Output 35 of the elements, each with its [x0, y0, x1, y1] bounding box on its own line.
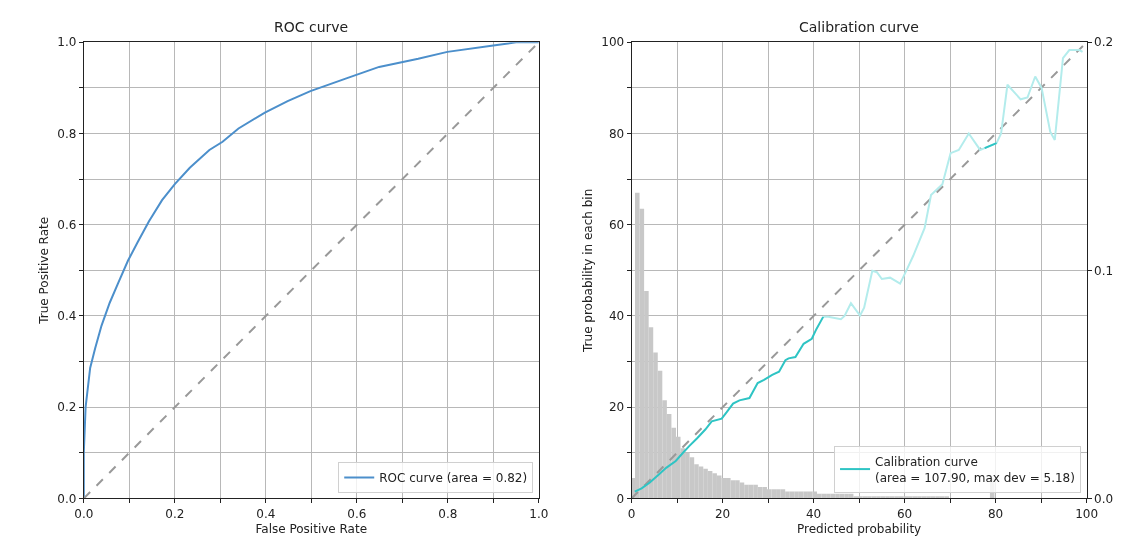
x-tick-label: 0.2 — [165, 506, 185, 521]
y-axis-title: True probability in each bin — [580, 188, 595, 353]
chart-title: Calibration curve — [799, 19, 919, 35]
y2-tick-label: 0.2 — [1094, 35, 1114, 50]
x-tick-label: 1.0 — [529, 506, 549, 521]
x-axis-title: Predicted probability — [797, 521, 922, 536]
x-tick-label: 0.4 — [256, 506, 276, 521]
y-tick-label: 60 — [608, 217, 625, 232]
y-tick-label: 40 — [608, 309, 625, 324]
y2-tick-label: 0.0 — [1094, 491, 1114, 506]
x-tick-label: 20 — [714, 506, 731, 521]
x-tick-label: 60 — [896, 506, 913, 521]
y-tick-label: 100 — [601, 35, 625, 50]
y2-tick-label: 0.1 — [1094, 263, 1114, 278]
chart-title: ROC curve — [274, 19, 349, 35]
y-tick-label: 0.4 — [57, 309, 77, 324]
y-tick-label: 0.2 — [57, 400, 77, 415]
x-tick-label: 0.8 — [438, 506, 458, 521]
y-tick-label: 80 — [608, 126, 625, 141]
x-tick-label: 40 — [805, 506, 822, 521]
y-tick-label: 0 — [616, 491, 625, 506]
legend-label: Calibration curve (area = 107.90, max dev = 5.18) — [875, 454, 1075, 485]
y-tick-label: 0.8 — [57, 126, 77, 141]
x-tick-label: 100 — [1075, 506, 1099, 521]
x-tick-label: 0.0 — [74, 506, 94, 521]
y-tick-label: 20 — [608, 400, 625, 415]
legend-label: ROC curve (area = 0.82) — [379, 471, 528, 486]
x-tick-label: 80 — [987, 506, 1004, 521]
y-tick-label: 0.6 — [57, 217, 77, 232]
x-axis-title: False Positive Rate — [255, 521, 368, 536]
y-tick-label: 0.0 — [57, 491, 77, 506]
x-tick-label: 0.6 — [347, 506, 367, 521]
y-axis-title: True Positive Rate — [36, 216, 51, 325]
x-tick-label: 0 — [627, 506, 636, 521]
y-tick-label: 1.0 — [57, 35, 77, 50]
